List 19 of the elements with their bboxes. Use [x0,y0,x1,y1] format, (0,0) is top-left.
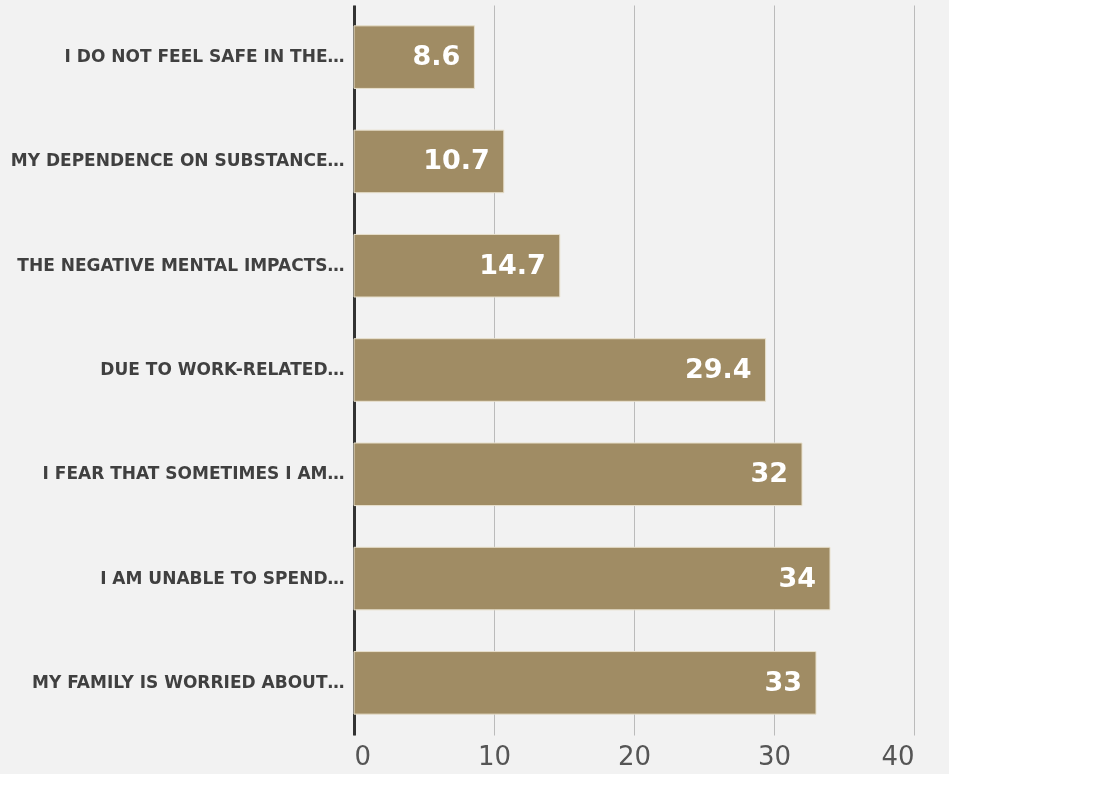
x-tick-label: 20 [617,740,652,771]
y-tick-label: MY DEPENDENCE ON SUBSTANCE… [10,150,345,171]
y-tick-label: MY FAMILY IS WORRIED ABOUT… [32,671,345,692]
x-tick-label: 0 [354,740,372,771]
data-label: 8.6 [412,40,461,72]
data-label: 14.7 [479,248,546,280]
data-label: 33 [764,665,802,697]
data-label: 10.7 [423,144,490,176]
y-tick-label: THE NEGATIVE MENTAL IMPACTS… [17,254,345,275]
data-label: 29.4 [684,353,752,384]
y-tick-label: I DO NOT FEEL SAFE IN THE… [64,46,345,67]
data-label: 34 [778,561,816,593]
data-label: 32 [750,457,788,489]
x-tick-label: 30 [757,740,792,771]
y-tick-label: I FEAR THAT SOMETIMES I AM… [42,463,345,484]
y-tick-label: I AM UNABLE TO SPEND… [100,567,345,588]
x-tick-label: 10 [477,740,512,771]
x-tick-label: 40 [881,740,915,771]
y-tick-label: DUE TO WORK-RELATED… [100,359,345,379]
